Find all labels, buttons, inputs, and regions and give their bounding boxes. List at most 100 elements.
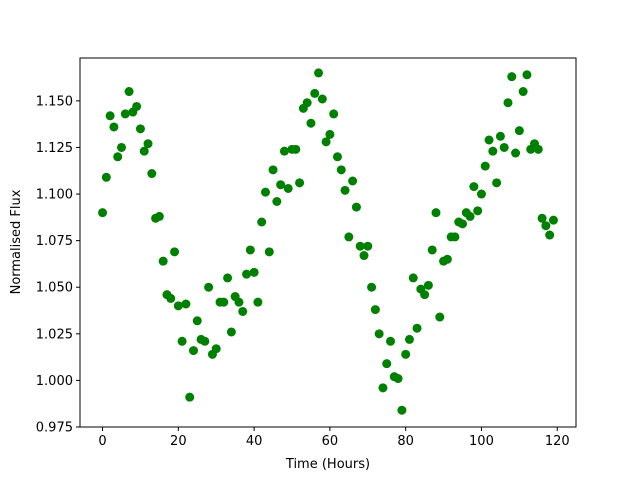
point bbox=[533, 144, 543, 154]
point bbox=[260, 187, 270, 197]
point bbox=[253, 297, 263, 307]
point bbox=[242, 269, 252, 279]
point bbox=[223, 273, 233, 283]
point bbox=[329, 109, 339, 119]
x-tick-label: 40 bbox=[246, 434, 263, 449]
point bbox=[351, 202, 361, 212]
point bbox=[177, 336, 187, 346]
point bbox=[511, 148, 521, 158]
point bbox=[268, 165, 278, 175]
point bbox=[480, 161, 490, 171]
point bbox=[204, 282, 214, 292]
point bbox=[139, 146, 149, 156]
point bbox=[200, 336, 210, 346]
point bbox=[332, 152, 342, 162]
point bbox=[321, 137, 331, 147]
point bbox=[325, 129, 335, 139]
point bbox=[359, 251, 369, 261]
point bbox=[116, 142, 126, 152]
point bbox=[404, 334, 414, 344]
point bbox=[378, 383, 388, 393]
point bbox=[158, 256, 168, 266]
point bbox=[435, 312, 445, 322]
point bbox=[548, 215, 558, 225]
y-axis-label: Normalised Flux bbox=[9, 189, 24, 294]
point bbox=[450, 232, 460, 242]
point bbox=[185, 392, 195, 402]
point bbox=[147, 169, 157, 179]
x-axis-label: Time (Hours) bbox=[285, 457, 370, 472]
point bbox=[503, 98, 513, 108]
y-tick-label: 1.025 bbox=[36, 327, 73, 342]
point bbox=[469, 182, 479, 192]
point bbox=[499, 142, 509, 152]
point bbox=[423, 280, 433, 290]
point bbox=[310, 88, 320, 98]
y-tick-label: 1.075 bbox=[36, 234, 73, 249]
point bbox=[170, 247, 180, 257]
point bbox=[522, 70, 532, 80]
point bbox=[264, 247, 274, 257]
point bbox=[173, 301, 183, 311]
point bbox=[283, 183, 293, 193]
point bbox=[374, 329, 384, 339]
point bbox=[181, 299, 191, 309]
point bbox=[279, 146, 289, 156]
point bbox=[340, 185, 350, 195]
x-tick-label: 20 bbox=[170, 434, 187, 449]
point bbox=[348, 176, 358, 186]
y-tick-label: 1.150 bbox=[36, 94, 73, 109]
point bbox=[408, 273, 418, 283]
point bbox=[488, 146, 498, 156]
point bbox=[355, 241, 365, 251]
point bbox=[249, 267, 259, 277]
point bbox=[401, 349, 411, 359]
point bbox=[514, 126, 524, 136]
point bbox=[226, 327, 236, 337]
point bbox=[431, 208, 441, 218]
point bbox=[367, 282, 377, 292]
point bbox=[188, 346, 198, 356]
point bbox=[442, 254, 452, 264]
x-tick-label: 60 bbox=[322, 434, 339, 449]
point bbox=[427, 245, 437, 255]
point bbox=[495, 131, 505, 141]
point bbox=[101, 172, 111, 182]
point bbox=[317, 94, 327, 104]
point bbox=[412, 323, 422, 333]
point bbox=[113, 152, 123, 162]
point bbox=[465, 211, 475, 221]
point bbox=[211, 344, 221, 354]
point bbox=[545, 230, 555, 240]
point bbox=[238, 306, 248, 316]
point bbox=[458, 219, 468, 229]
point bbox=[537, 213, 547, 223]
point bbox=[420, 290, 430, 300]
y-tick-label: 1.125 bbox=[36, 141, 73, 156]
point bbox=[476, 189, 486, 199]
point bbox=[109, 122, 119, 132]
point bbox=[135, 124, 145, 134]
y-tick-label: 1.100 bbox=[36, 188, 73, 203]
point bbox=[397, 405, 407, 415]
point bbox=[541, 221, 551, 231]
point bbox=[302, 98, 312, 108]
point bbox=[344, 232, 354, 242]
point bbox=[120, 109, 130, 119]
point bbox=[382, 359, 392, 369]
plot-frame bbox=[79, 57, 577, 428]
point bbox=[518, 87, 528, 97]
point bbox=[272, 197, 282, 206]
point bbox=[473, 206, 483, 216]
point bbox=[143, 139, 153, 149]
x-tick-label: 0 bbox=[98, 434, 106, 449]
point bbox=[245, 245, 255, 255]
y-tick-label: 1.000 bbox=[36, 374, 73, 389]
point bbox=[276, 180, 286, 190]
point bbox=[306, 118, 316, 128]
y-tick-label: 0.975 bbox=[36, 421, 73, 436]
point bbox=[386, 336, 396, 346]
point bbox=[257, 217, 267, 227]
x-tick-label: 120 bbox=[545, 434, 570, 449]
point bbox=[192, 316, 202, 326]
